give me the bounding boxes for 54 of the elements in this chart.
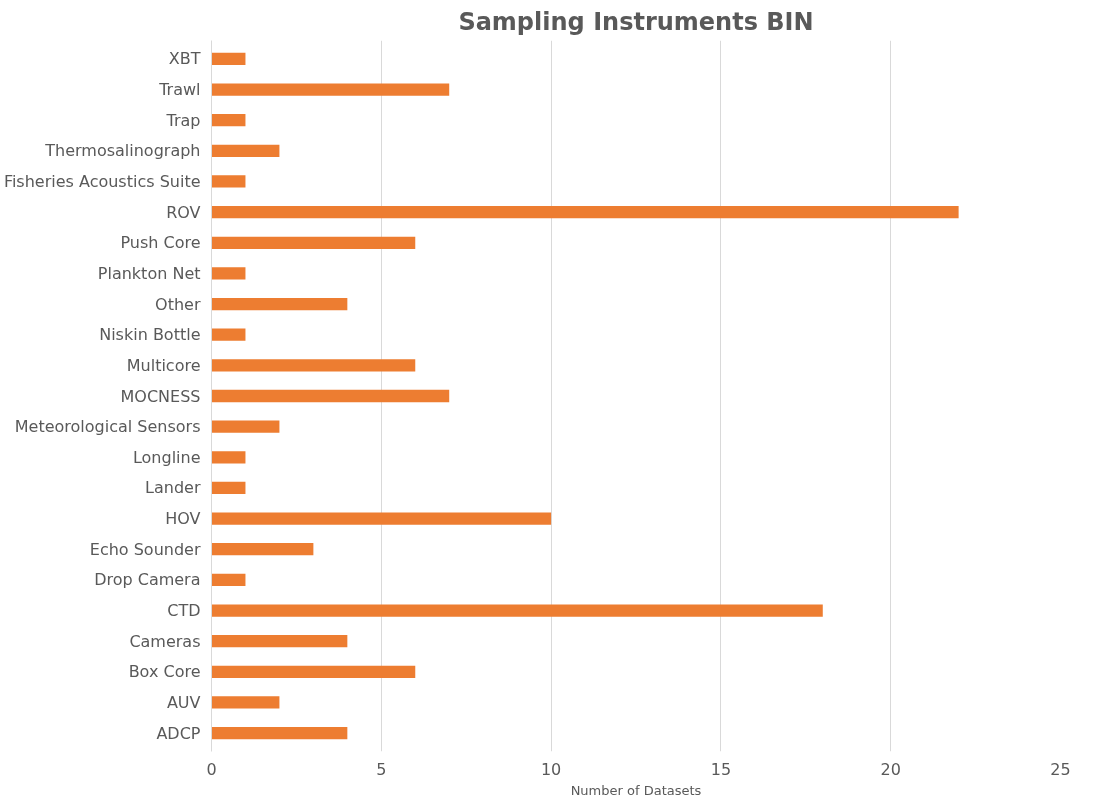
bar xyxy=(211,205,959,219)
y-tick-label: Other xyxy=(155,294,201,314)
bar xyxy=(211,175,246,188)
x-axis-title: Number of Datasets xyxy=(570,782,702,798)
y-tick-label: Thermosalinograph xyxy=(44,141,201,161)
chart-title: Sampling Instruments BIN xyxy=(458,7,814,36)
y-tick-label: XBT xyxy=(168,49,201,69)
bar xyxy=(211,635,348,648)
bar xyxy=(211,83,450,96)
y-tick-label: AUV xyxy=(166,692,201,712)
bar xyxy=(211,359,416,372)
bar xyxy=(211,52,246,66)
bar xyxy=(211,451,246,464)
bar xyxy=(211,481,246,495)
bar xyxy=(211,420,280,433)
bar xyxy=(211,665,416,678)
x-tick-label: 20 xyxy=(880,759,901,779)
y-tick-label: Cameras xyxy=(129,631,201,651)
bar xyxy=(211,328,246,341)
y-tick-label: Drop Camera xyxy=(94,570,201,590)
x-tick-label: 10 xyxy=(540,759,562,779)
bar xyxy=(211,389,450,403)
y-tick-label: ROV xyxy=(166,202,201,222)
y-tick-label: Lander xyxy=(145,478,201,498)
bar xyxy=(211,144,280,157)
y-tick-label: Niskin Bottle xyxy=(99,325,201,345)
x-tick-label: 15 xyxy=(710,759,732,779)
y-tick-label: MOCNESS xyxy=(120,386,201,406)
y-tick-label: Meteorological Sensors xyxy=(14,417,201,437)
bar xyxy=(211,267,246,280)
bar xyxy=(211,696,280,709)
y-tick-label: Plankton Net xyxy=(97,263,201,283)
y-tick-label: Echo Sounder xyxy=(89,539,201,559)
bar xyxy=(211,726,348,740)
y-tick-label: ADCP xyxy=(156,723,201,743)
y-tick-label: Trawl xyxy=(158,80,201,100)
bar xyxy=(211,236,416,249)
y-tick-label: Fisheries Acoustics Suite xyxy=(3,171,201,191)
bar xyxy=(211,604,823,617)
y-tick-label: HOV xyxy=(165,509,201,529)
x-tick-label: 0 xyxy=(206,759,217,779)
bar xyxy=(211,512,552,525)
y-tick-label: Box Core xyxy=(128,662,201,682)
y-tick-label: CTD xyxy=(167,601,201,621)
x-tick-label: 25 xyxy=(1050,759,1071,779)
y-tick-label: Trap xyxy=(165,110,201,130)
x-tick-label: 5 xyxy=(376,759,387,779)
y-tick-label: Multicore xyxy=(126,355,201,375)
bar xyxy=(211,543,314,556)
bar xyxy=(211,573,246,587)
bar xyxy=(211,114,246,127)
y-tick-label: Push Core xyxy=(120,233,201,253)
bar xyxy=(211,297,348,311)
y-tick-label: Longline xyxy=(132,447,201,467)
